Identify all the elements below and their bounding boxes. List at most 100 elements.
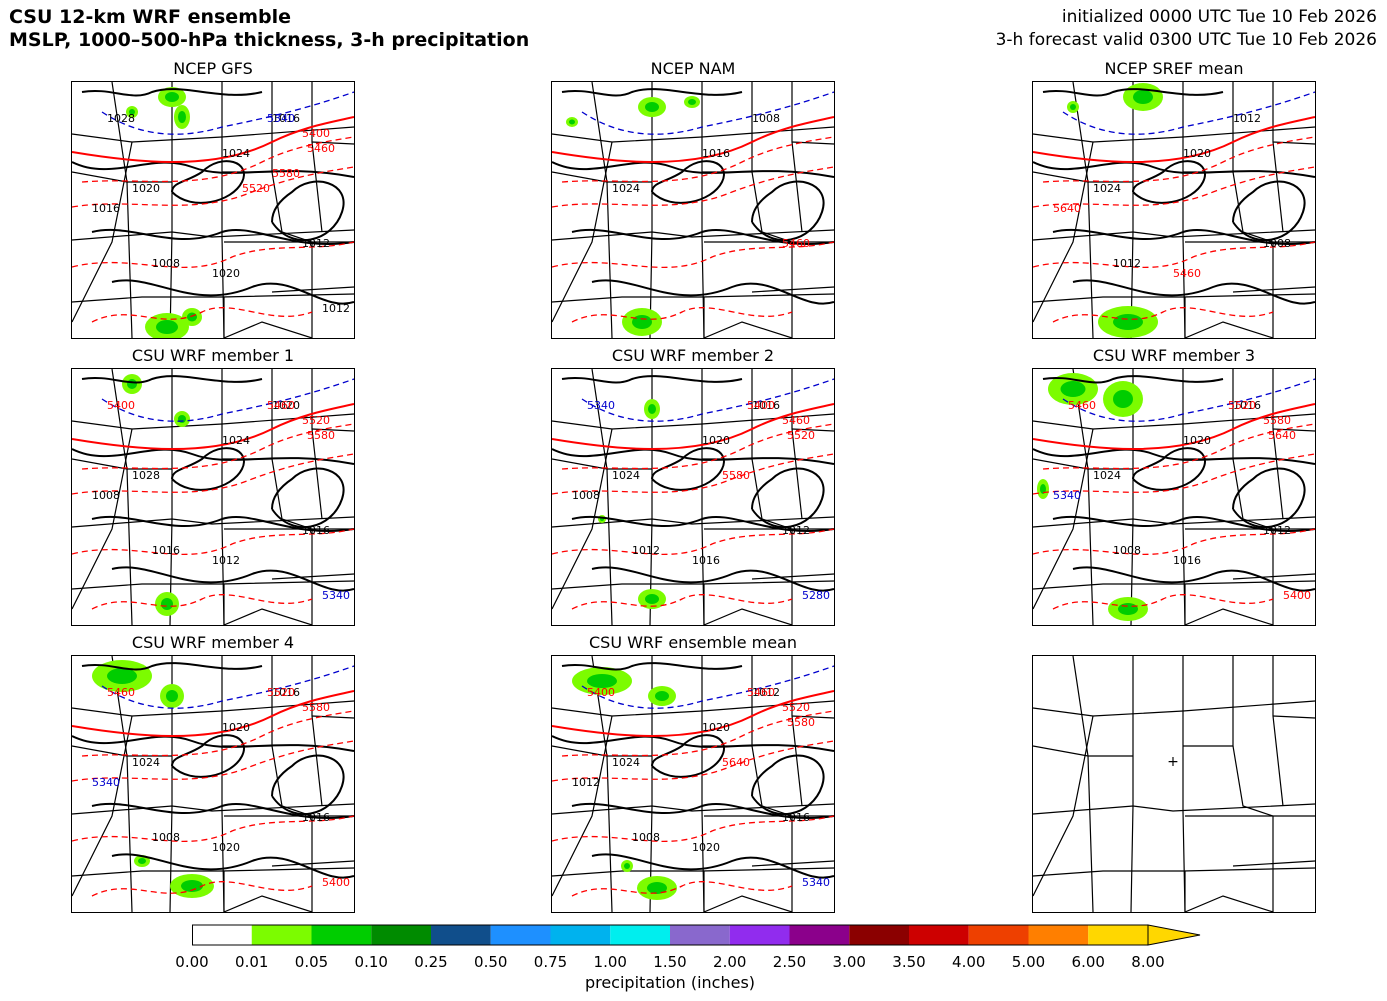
isobar-contour [271,467,345,528]
thickness-5400-contour [552,403,834,450]
state-border [271,458,313,625]
precip-area-moderate [181,880,203,892]
isobar-contour [751,180,825,241]
contour-label: 1016 [782,811,810,824]
state-border [1272,141,1315,145]
colorbar-segment [670,925,730,945]
state-border [751,286,834,293]
contour-label: 5460 [267,399,295,412]
isobar-contour [1132,447,1206,491]
contour-label: 1008 [1263,237,1291,250]
thickness-contour [91,594,313,610]
isobar-contour [111,853,354,879]
contour-label: 1016 [692,554,720,567]
state-border [552,413,834,430]
contour-label: 5280 [802,589,830,602]
isobar-contour [1033,448,1315,465]
precip-area-moderate [624,863,630,869]
precip-area-moderate [178,111,186,123]
colorbar-segment [610,925,670,945]
colorbar-tick-label: 0.50 [474,953,508,971]
state-border [1033,141,1094,323]
thickness-contour [561,423,834,470]
weather-map-member1: 1028 1024 1020 1016 1016 1012 1008 5340 5400 5460… [72,369,354,625]
contour-label: 1020 [272,399,300,412]
contour-label: 5520 [242,182,270,195]
state-border [1033,428,1094,610]
contour-label: 5640 [1053,202,1081,215]
state-border [552,700,834,717]
contour-label: 5400 [322,876,350,889]
state-border [72,413,354,430]
contour-label: 5640 [1268,429,1296,442]
isobar-contour [72,735,354,752]
contour-label: 1008 [152,831,180,844]
isobar-contour [591,279,834,305]
colorbar-segment [431,925,491,945]
thickness-contour [72,241,354,268]
thickness-contour [571,594,793,610]
map-panel-sref: 1024 1020 1012 1008 1012 5460 5640 [1032,81,1316,339]
precip-area-moderate [587,674,617,688]
contour-label: 1016 [1233,399,1261,412]
thickness-contour [91,307,313,323]
state-border [751,458,793,625]
contour-label: 1028 [107,112,135,125]
state-border [271,171,313,338]
state-border [701,369,705,625]
contour-label: 5400 [302,127,330,140]
isobar-contour [91,515,354,533]
colorbar-tick-label: 3.00 [832,953,866,971]
colorbar-tick-label: 0.75 [533,953,568,971]
isobar-contour [1132,160,1206,204]
title-line-1: CSU 12-km WRF ensemble [9,6,291,28]
contour-label: 1016 [302,524,330,537]
isobar-contour [552,735,834,752]
cold-thickness-contour [581,665,834,709]
isobar-contour [552,448,834,465]
state-border [751,573,834,580]
colorbar-segment [1028,925,1089,945]
isobar-contour [111,279,354,305]
state-border [552,126,834,143]
weather-map-member3: 1024 1020 1016 1012 1008 1016 5340 5400 5460 5520… [1033,369,1315,625]
locator-map: + [1033,656,1315,912]
contour-label: 1024 [222,147,250,160]
state-border [169,369,173,625]
state-border [1033,126,1315,143]
contour-label: 5460 [782,237,810,250]
thickness-contour [1033,241,1315,268]
thickness-contour [1042,136,1315,183]
state-border [1184,584,1274,625]
isobar-contour [571,228,834,246]
contour-label: 5400 [107,399,135,412]
cold-thickness-contour [101,91,354,135]
isobar-contour [651,734,725,778]
colorbar-segment [729,925,790,945]
contour-label: 1020 [702,434,730,447]
isobar-contour [751,467,825,528]
isobar-contour [271,180,345,241]
contour-label: 5340 [1053,489,1081,502]
state-border [1033,580,1315,590]
thickness-contour [1033,528,1315,555]
map-panel-member4: 1024 1020 1016 1016 1008 1020 5340 5400 5460 5520… [71,655,355,913]
thickness-5400-contour [72,690,354,737]
contour-label: 1020 [212,841,240,854]
colorbar-segment [1088,925,1148,945]
state-border [552,293,834,303]
contour-label: 1016 [272,112,300,125]
contour-label: 1024 [612,469,640,482]
thickness-contour [1033,453,1315,495]
contour-label: 1024 [612,182,640,195]
contour-label: 5520 [302,414,330,427]
thickness-contour [561,710,834,757]
state-border [223,297,313,338]
precip-area-moderate [166,690,178,702]
thickness-5400-contour [1033,116,1315,163]
colorbar-segment [789,925,850,945]
state-border [1182,369,1186,625]
state-border [791,715,834,719]
valid-time: 3-h forecast valid 0300 UTC Tue 10 Feb 2… [995,30,1377,50]
map-panel-nam: 1024 1016 1008 5460 [551,81,835,339]
